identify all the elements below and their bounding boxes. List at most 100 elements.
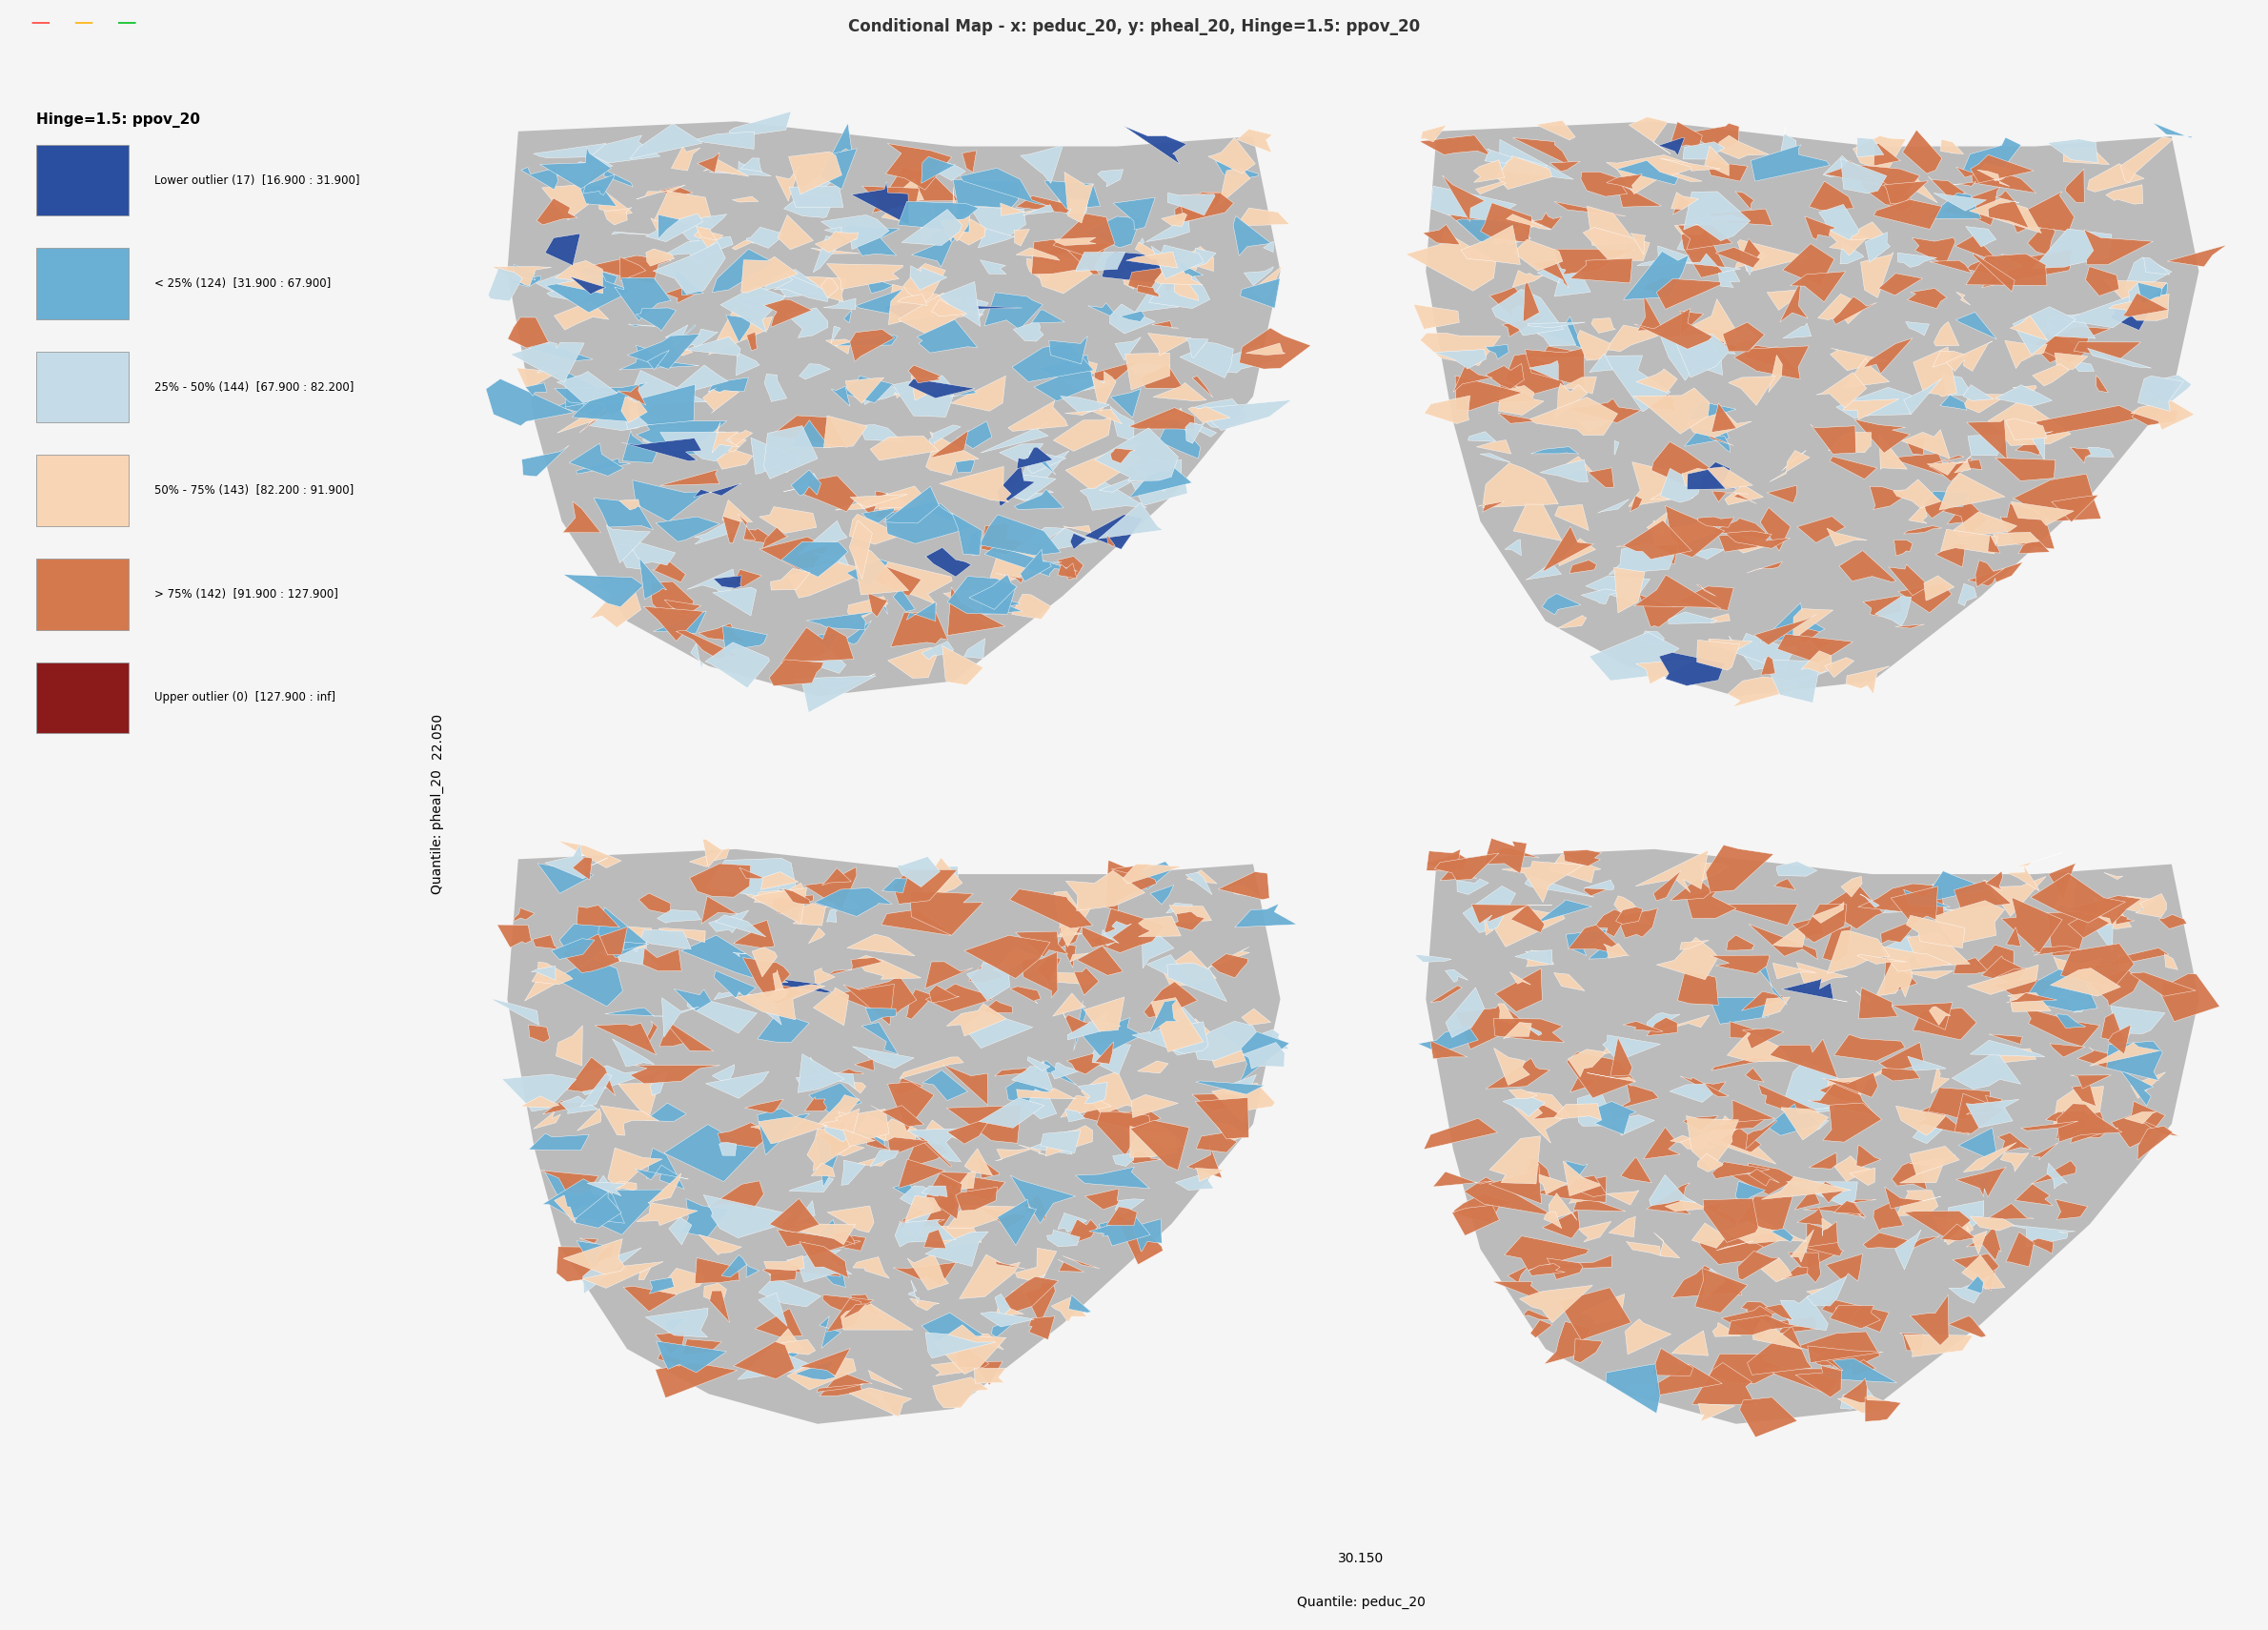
Polygon shape <box>993 949 1039 971</box>
Polygon shape <box>1674 334 1735 378</box>
Polygon shape <box>1012 1061 1052 1090</box>
Polygon shape <box>1186 872 1211 895</box>
Polygon shape <box>592 579 637 597</box>
Polygon shape <box>1175 192 1229 220</box>
Polygon shape <box>1767 1369 1848 1394</box>
Polygon shape <box>1095 1042 1114 1064</box>
Polygon shape <box>676 631 737 659</box>
Polygon shape <box>1864 337 1912 373</box>
Polygon shape <box>807 1126 857 1170</box>
Polygon shape <box>2130 971 2195 996</box>
Polygon shape <box>946 1105 1021 1143</box>
Polygon shape <box>880 559 953 605</box>
Polygon shape <box>1842 158 1887 194</box>
Polygon shape <box>1953 1253 1998 1276</box>
Polygon shape <box>814 553 848 566</box>
Polygon shape <box>828 264 903 290</box>
Polygon shape <box>844 621 871 644</box>
Polygon shape <box>526 383 547 396</box>
Polygon shape <box>694 230 723 248</box>
Polygon shape <box>792 469 821 496</box>
Polygon shape <box>1839 551 1896 582</box>
Polygon shape <box>1061 396 1109 416</box>
Polygon shape <box>612 1038 655 1066</box>
Polygon shape <box>1508 1092 1569 1143</box>
Polygon shape <box>2071 1125 2118 1143</box>
Polygon shape <box>1234 903 1297 927</box>
Polygon shape <box>1556 505 1590 530</box>
Polygon shape <box>1497 1004 1515 1024</box>
Polygon shape <box>1932 1216 1973 1245</box>
Polygon shape <box>1075 253 1125 271</box>
Polygon shape <box>844 1130 875 1146</box>
Polygon shape <box>1472 905 1551 924</box>
Polygon shape <box>1780 1061 1846 1115</box>
Polygon shape <box>1492 289 1563 336</box>
Polygon shape <box>1735 346 1810 380</box>
Polygon shape <box>869 593 887 618</box>
Polygon shape <box>1465 1177 1554 1216</box>
Polygon shape <box>1658 652 1724 686</box>
Polygon shape <box>592 390 633 416</box>
Polygon shape <box>1746 1068 1765 1082</box>
Polygon shape <box>2053 957 2102 999</box>
Polygon shape <box>853 1046 914 1068</box>
Polygon shape <box>905 1196 941 1221</box>
Polygon shape <box>540 1170 599 1195</box>
Bar <box>36 559 129 629</box>
Polygon shape <box>1476 181 1506 194</box>
Polygon shape <box>742 993 782 1025</box>
Polygon shape <box>1070 533 1086 549</box>
Polygon shape <box>1014 321 1043 341</box>
Polygon shape <box>821 869 850 885</box>
Polygon shape <box>1529 346 1606 359</box>
Polygon shape <box>733 921 776 947</box>
Polygon shape <box>1495 1048 1529 1086</box>
Polygon shape <box>712 422 739 453</box>
Polygon shape <box>1857 988 1898 1019</box>
Polygon shape <box>1547 1258 1583 1280</box>
Polygon shape <box>894 870 957 905</box>
Polygon shape <box>1057 1258 1084 1271</box>
Polygon shape <box>2012 191 2075 233</box>
Polygon shape <box>594 499 653 530</box>
Polygon shape <box>1907 437 1926 455</box>
Polygon shape <box>1823 160 1889 186</box>
Polygon shape <box>1195 1133 1236 1152</box>
Polygon shape <box>1198 399 1290 430</box>
Polygon shape <box>1574 1338 1603 1363</box>
Polygon shape <box>798 1055 844 1092</box>
Polygon shape <box>1606 1190 1640 1205</box>
Polygon shape <box>585 857 608 867</box>
Polygon shape <box>971 1333 1005 1350</box>
Polygon shape <box>830 326 841 342</box>
Polygon shape <box>733 321 758 342</box>
Polygon shape <box>1821 1299 1889 1332</box>
Polygon shape <box>1193 377 1213 398</box>
Polygon shape <box>1735 251 1767 267</box>
Polygon shape <box>2071 447 2091 463</box>
Polygon shape <box>894 1077 923 1095</box>
Polygon shape <box>1726 484 1765 505</box>
Polygon shape <box>687 569 735 595</box>
Polygon shape <box>644 1022 658 1045</box>
Polygon shape <box>1129 1126 1177 1157</box>
Polygon shape <box>1735 191 1753 210</box>
Polygon shape <box>1821 883 1882 929</box>
Polygon shape <box>665 282 701 303</box>
Polygon shape <box>785 1250 841 1276</box>
Polygon shape <box>2073 342 2141 362</box>
Polygon shape <box>528 1133 590 1151</box>
Polygon shape <box>1628 1386 1656 1399</box>
Polygon shape <box>1127 1149 1161 1164</box>
Polygon shape <box>853 546 909 595</box>
Polygon shape <box>855 1060 873 1071</box>
Bar <box>36 455 129 526</box>
Polygon shape <box>1581 171 1628 197</box>
Polygon shape <box>1753 1319 1801 1350</box>
Polygon shape <box>1721 1306 1774 1340</box>
Polygon shape <box>1089 1218 1150 1245</box>
Polygon shape <box>1622 1157 1651 1183</box>
Polygon shape <box>2050 968 2121 996</box>
Polygon shape <box>1660 468 1701 502</box>
